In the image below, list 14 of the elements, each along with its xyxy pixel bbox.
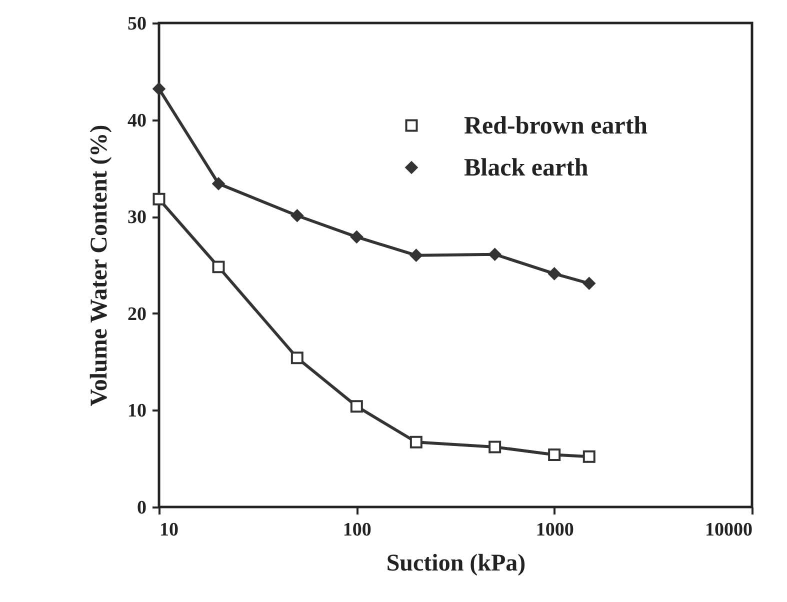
legend-label: Black earth xyxy=(464,154,588,182)
y-axis-title: Volume Water Content (%) xyxy=(86,124,112,406)
x-axis-title: Suction (kPa) xyxy=(386,550,526,576)
y-tick-label: 40 xyxy=(128,110,146,132)
y-tick-label: 30 xyxy=(128,207,146,228)
y-tick-label: 10 xyxy=(128,400,146,422)
y-tick-label: 50 xyxy=(128,14,146,34)
legend-label: Red-brown earth xyxy=(464,112,648,140)
x-tick-label: 1000 xyxy=(536,520,574,540)
x-tick-label: 10 xyxy=(160,520,178,540)
y-tick-label: 20 xyxy=(128,304,146,325)
x-tick-label: 100 xyxy=(342,520,372,540)
x-tick-label: 10000 xyxy=(705,520,752,540)
y-tick-label: 0 xyxy=(137,498,146,518)
